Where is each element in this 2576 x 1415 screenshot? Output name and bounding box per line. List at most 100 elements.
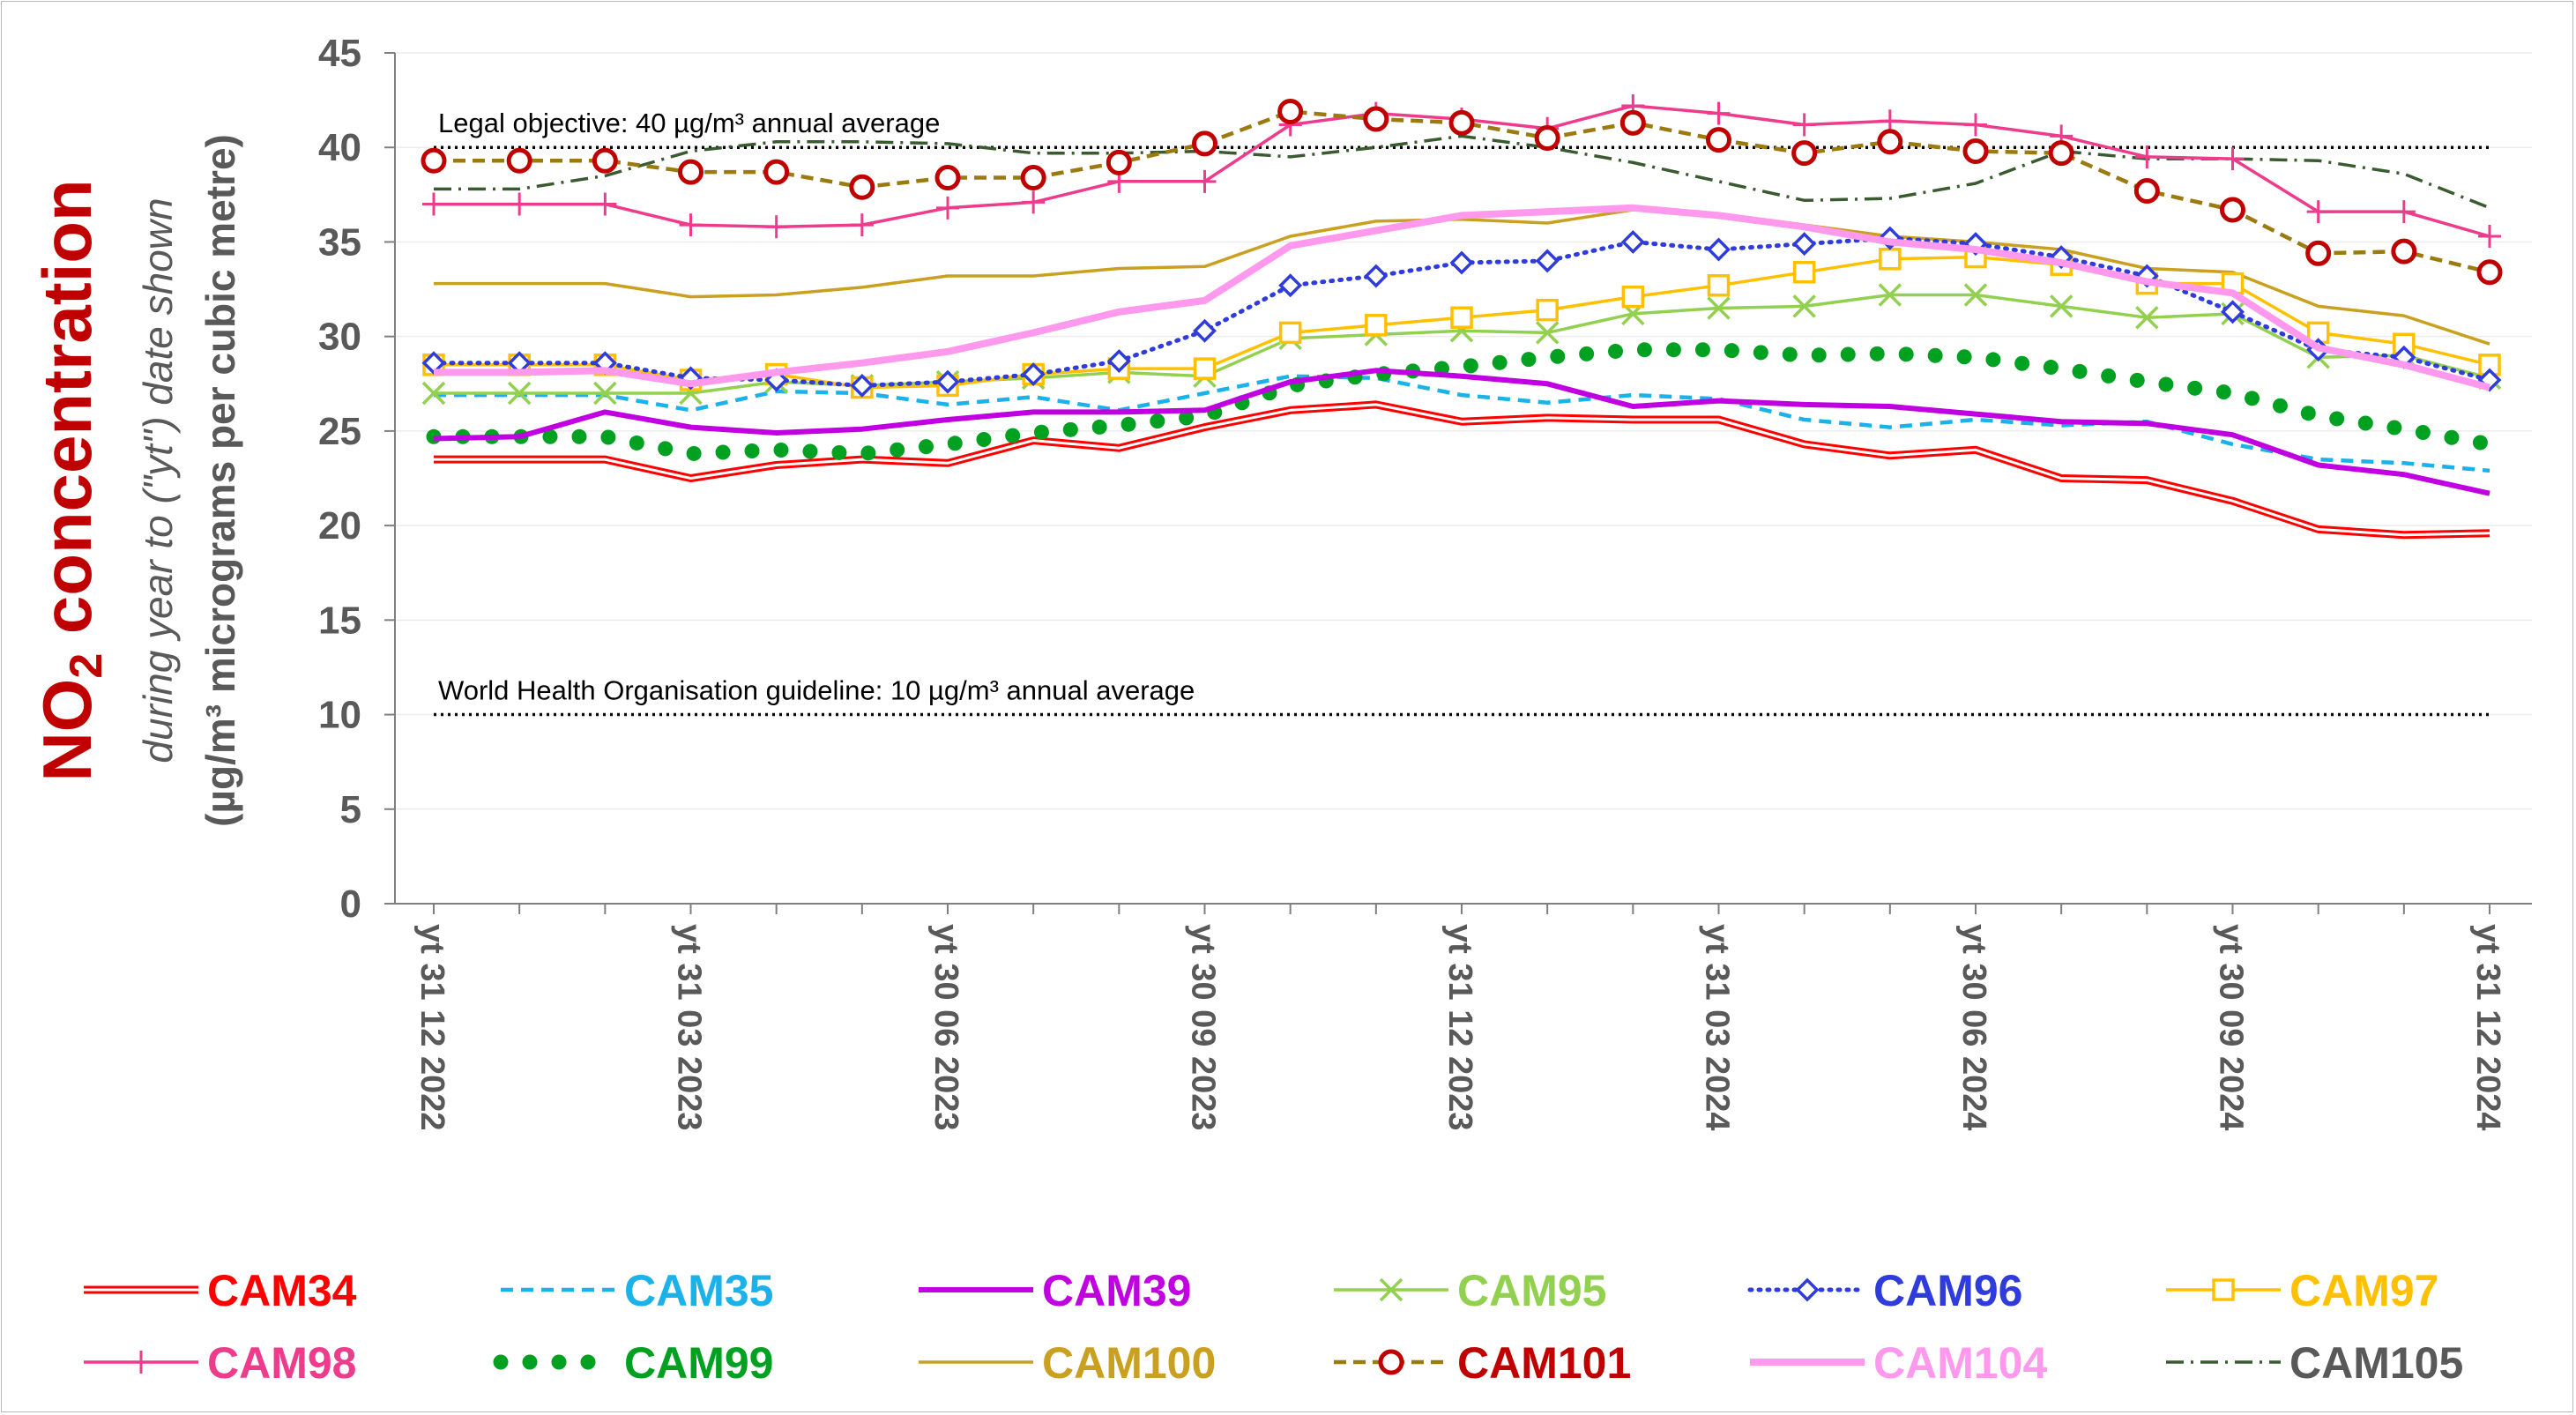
y-axis-title: NO2 concentration during year to ("yt") d… [28, 134, 243, 827]
x-tick-labels: yt 31 12 2022 yt 31 03 2023 yt 30 06 2023 y… [413, 924, 2506, 1131]
data-point-diamond-marker [1963, 232, 1988, 257]
legend-label: CAM35 [624, 1266, 773, 1315]
data-point-square-marker [1278, 321, 1302, 345]
data-point-x-marker [1707, 296, 1731, 320]
data-point-plus-marker [764, 215, 788, 239]
data-point-diamond-marker [1193, 318, 1217, 343]
data-point-x-marker [1379, 1277, 1403, 1302]
data-point-plus-marker [1878, 109, 1902, 133]
data-point-circle-marker [1534, 125, 1560, 151]
data-point-circle-marker [2220, 197, 2245, 223]
y-tick-label: 10 [318, 694, 361, 737]
data-point-diamond-marker [1278, 273, 1303, 298]
x-tick-label: yt 30 09 2024 [2213, 924, 2250, 1131]
data-point-circle-marker [2305, 240, 2332, 266]
x-tick-label: yt 30 06 2023 [927, 924, 964, 1131]
data-point-diamond-marker [935, 369, 960, 394]
y-axis-title-main: NO2 concentration [28, 179, 112, 781]
data-point-plus-marker [2306, 200, 2330, 224]
data-point-x-marker [421, 381, 446, 406]
data-point-plus-marker [508, 192, 532, 216]
legend-item-cam34: CAM34 [84, 1266, 357, 1315]
legend-label: CAM101 [1457, 1338, 1631, 1388]
data-point-plus-marker [130, 1351, 153, 1374]
legend-label: CAM100 [1042, 1338, 1216, 1388]
y-axis-title-sub: during year to ("yt") date shown [135, 197, 181, 763]
data-point-circle-marker [592, 147, 618, 174]
y-tick-label: 5 [340, 788, 361, 831]
legend-item-cam99: CAM99 [493, 1338, 773, 1388]
data-point-circle-marker [1106, 149, 1132, 175]
data-point-plus-marker [679, 213, 703, 237]
series-lines [421, 94, 2503, 540]
data-point-x-marker [593, 381, 617, 406]
series-line [434, 204, 2491, 391]
series-cam98 [84, 1351, 198, 1374]
data-point-plus-marker [1022, 190, 1046, 214]
x-tick-label: yt 31 12 2023 [1441, 924, 1478, 1131]
legend-item-cam39: CAM39 [919, 1266, 1191, 1315]
data-point-diamond-marker [1021, 362, 1046, 387]
data-point-plus-marker [2392, 200, 2416, 224]
data-point-diamond-marker [1449, 250, 1474, 275]
data-point-diamond-marker [1620, 229, 1645, 254]
data-point-x-marker [1963, 283, 1988, 307]
x-tick-label: yt 30 06 2024 [1955, 924, 1992, 1131]
y-tick-label: 25 [318, 410, 361, 453]
y-tick-label: 20 [318, 504, 361, 547]
series-cam34 [434, 400, 2490, 540]
data-point-plus-marker [936, 196, 959, 220]
series-line [426, 342, 2498, 462]
series-cam39 [433, 368, 2490, 496]
y-tick-label: 45 [318, 32, 361, 75]
data-point-circle-marker [1706, 127, 1731, 153]
data-point-circle-marker [1619, 109, 1646, 136]
x-tick-label: yt 31 12 2022 [413, 924, 450, 1131]
data-point-diamond-marker [1707, 237, 1731, 262]
series-cam101 [1334, 1349, 1448, 1375]
x-tick-label: yt 31 12 2024 [2469, 924, 2506, 1131]
legend-item-cam98: CAM98 [84, 1338, 356, 1388]
data-point-square-marker [2212, 1278, 2235, 1301]
data-point-circle-marker [421, 147, 447, 174]
data-point-x-marker [1878, 283, 1902, 307]
y-tick-label: 30 [318, 316, 361, 359]
reference-lines: Legal objective: 40 µg/m³ annual average… [434, 108, 2490, 717]
legend-label: CAM105 [2289, 1338, 2463, 1388]
data-point-circle-marker [1448, 109, 1475, 136]
data-point-diamond-marker [1106, 349, 1131, 374]
data-point-circle-marker [2133, 178, 2160, 205]
data-point-plus-marker [593, 192, 617, 216]
y-tick-label: 35 [318, 220, 361, 264]
data-point-circle-marker [763, 159, 790, 185]
legend-label: CAM99 [624, 1338, 773, 1388]
legend-label: CAM98 [207, 1338, 356, 1388]
series-cam97 [2166, 1278, 2281, 1301]
legend-label: CAM97 [2289, 1266, 2438, 1315]
data-point-circle-marker [1962, 138, 1989, 165]
data-point-circle-marker [678, 159, 704, 185]
data-point-square-marker [1879, 247, 1902, 271]
data-point-plus-marker [1193, 169, 1217, 193]
legend-label: CAM95 [1457, 1266, 1606, 1315]
y-tick-label: 15 [318, 599, 361, 642]
reference-line-label: World Health Organisation guideline: 10 … [438, 675, 1195, 706]
reference-line-label: Legal objective: 40 µg/m³ annual average [438, 108, 940, 138]
data-point-x-marker [2049, 294, 2073, 318]
data-point-circle-marker [506, 147, 532, 174]
legend-item-cam100: CAM100 [919, 1338, 1216, 1388]
legend-item-cam104: CAM104 [1750, 1338, 2047, 1388]
data-point-x-marker [507, 381, 532, 406]
data-point-square-marker [1193, 357, 1217, 380]
legend-label: CAM104 [1873, 1338, 2047, 1388]
data-point-diamond-marker [1795, 1277, 1820, 1302]
y-axis-title-units: (µg/m³ micrograms per cubic metre) [197, 134, 243, 827]
y-tick-labels: 0 5 10 15 20 25 30 35 40 45 [318, 32, 361, 926]
data-point-diamond-marker [1535, 249, 1560, 273]
legend-item-cam105: CAM105 [2166, 1338, 2463, 1388]
y-tick-label: 0 [340, 883, 361, 926]
series-line-inner [434, 403, 2490, 537]
x-tick-label: yt 31 03 2024 [1699, 924, 1736, 1131]
data-point-circle-marker [1877, 129, 1903, 155]
series-cam96 [1747, 1277, 1867, 1302]
